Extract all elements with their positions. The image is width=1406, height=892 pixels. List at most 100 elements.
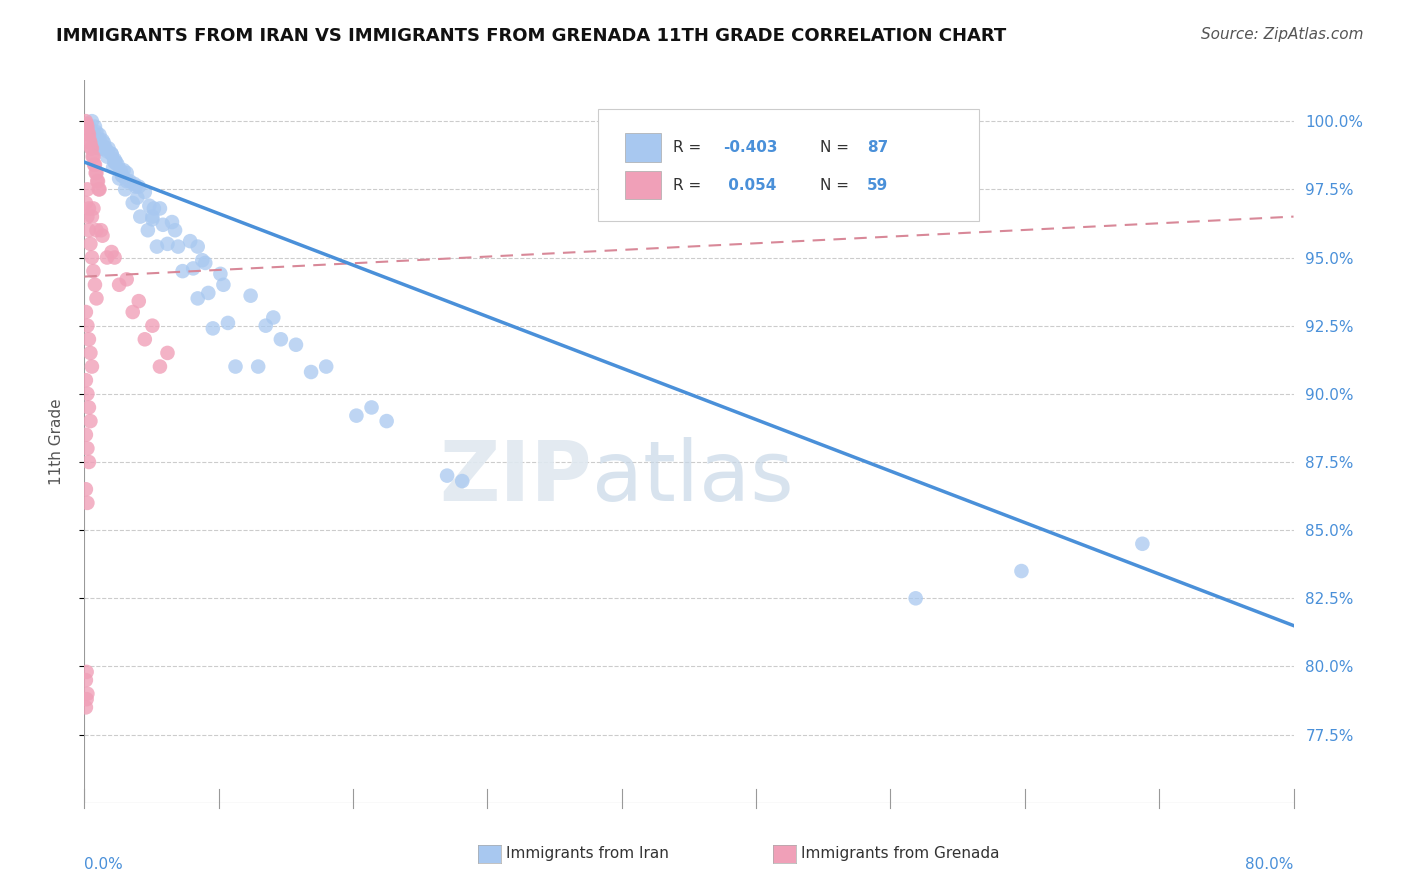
Point — [76, 692, 98, 706]
Point — [77, 202, 100, 216]
Point — [80, 141, 103, 155]
Point — [101, 161, 124, 175]
Point — [82, 264, 104, 278]
Point — [191, 253, 214, 268]
Point — [96, 251, 118, 265]
Point — [1132, 537, 1154, 551]
Point — [91, 133, 114, 147]
Point — [79, 133, 101, 147]
Point — [79, 136, 101, 150]
Point — [82, 150, 104, 164]
Point — [187, 292, 209, 306]
Point — [299, 365, 322, 379]
Point — [86, 223, 108, 237]
Text: IMMIGRANTS FROM IRAN VS IMMIGRANTS FROM GRENADA 11TH GRADE CORRELATION CHART: IMMIGRANTS FROM IRAN VS IMMIGRANTS FROM … — [56, 27, 1007, 45]
Text: N =: N = — [820, 178, 853, 193]
Point — [142, 202, 165, 216]
Text: Immigrants from Grenada: Immigrants from Grenada — [801, 847, 1000, 861]
Point — [104, 153, 127, 167]
Point — [80, 114, 103, 128]
Point — [97, 141, 120, 155]
Text: 59: 59 — [866, 178, 889, 193]
Point — [451, 474, 474, 488]
Point — [89, 128, 111, 142]
Point — [76, 120, 98, 134]
Text: 87: 87 — [866, 140, 889, 155]
Point — [100, 147, 122, 161]
Point — [141, 210, 163, 224]
Point — [80, 210, 103, 224]
Point — [270, 332, 292, 346]
Point — [172, 264, 194, 278]
Point — [79, 414, 101, 428]
Point — [77, 128, 100, 142]
Point — [152, 218, 174, 232]
Point — [104, 251, 127, 265]
Point — [1011, 564, 1033, 578]
Point — [149, 202, 172, 216]
Text: Immigrants from Iran: Immigrants from Iran — [506, 847, 669, 861]
Point — [79, 346, 101, 360]
Point — [212, 277, 235, 292]
Point — [262, 310, 284, 325]
Point — [86, 130, 108, 145]
Point — [86, 166, 108, 180]
Point — [141, 212, 163, 227]
Point — [80, 359, 103, 374]
Point — [75, 482, 97, 496]
Point — [134, 332, 156, 346]
Point — [254, 318, 277, 333]
Point — [115, 272, 138, 286]
Point — [96, 150, 118, 164]
Point — [108, 171, 131, 186]
Point — [115, 166, 138, 180]
Point — [75, 114, 97, 128]
Point — [134, 185, 156, 199]
FancyBboxPatch shape — [624, 170, 661, 200]
Point — [84, 120, 107, 134]
Point — [115, 174, 138, 188]
Text: ZIP: ZIP — [440, 437, 592, 518]
Point — [141, 318, 163, 333]
Point — [75, 673, 97, 687]
Point — [84, 166, 107, 180]
Point — [91, 138, 114, 153]
Point — [79, 122, 101, 136]
Point — [105, 155, 128, 169]
Point — [77, 223, 100, 237]
Point — [89, 182, 111, 196]
FancyBboxPatch shape — [624, 133, 661, 162]
Point — [187, 239, 209, 253]
Point — [225, 359, 247, 374]
Point — [360, 401, 382, 415]
Point — [94, 141, 117, 155]
Point — [75, 305, 97, 319]
Point — [436, 468, 458, 483]
Point — [84, 277, 107, 292]
Point — [136, 223, 159, 237]
Point — [239, 288, 262, 302]
Point — [93, 136, 115, 150]
Point — [138, 199, 160, 213]
Point — [122, 177, 145, 191]
Y-axis label: 11th Grade: 11th Grade — [49, 398, 63, 485]
Point — [84, 158, 107, 172]
Point — [110, 163, 132, 178]
Point — [114, 182, 136, 196]
Point — [77, 455, 100, 469]
Point — [79, 236, 101, 251]
Point — [179, 234, 201, 248]
Point — [107, 158, 129, 172]
Point — [80, 251, 103, 265]
Point — [86, 292, 108, 306]
Point — [76, 117, 98, 131]
Point — [84, 130, 107, 145]
Point — [89, 133, 111, 147]
Point — [77, 120, 100, 134]
Point — [87, 182, 110, 196]
Point — [87, 174, 110, 188]
Point — [149, 359, 172, 374]
Point — [104, 155, 127, 169]
Text: 0.0%: 0.0% — [84, 857, 124, 872]
Point — [125, 179, 148, 194]
